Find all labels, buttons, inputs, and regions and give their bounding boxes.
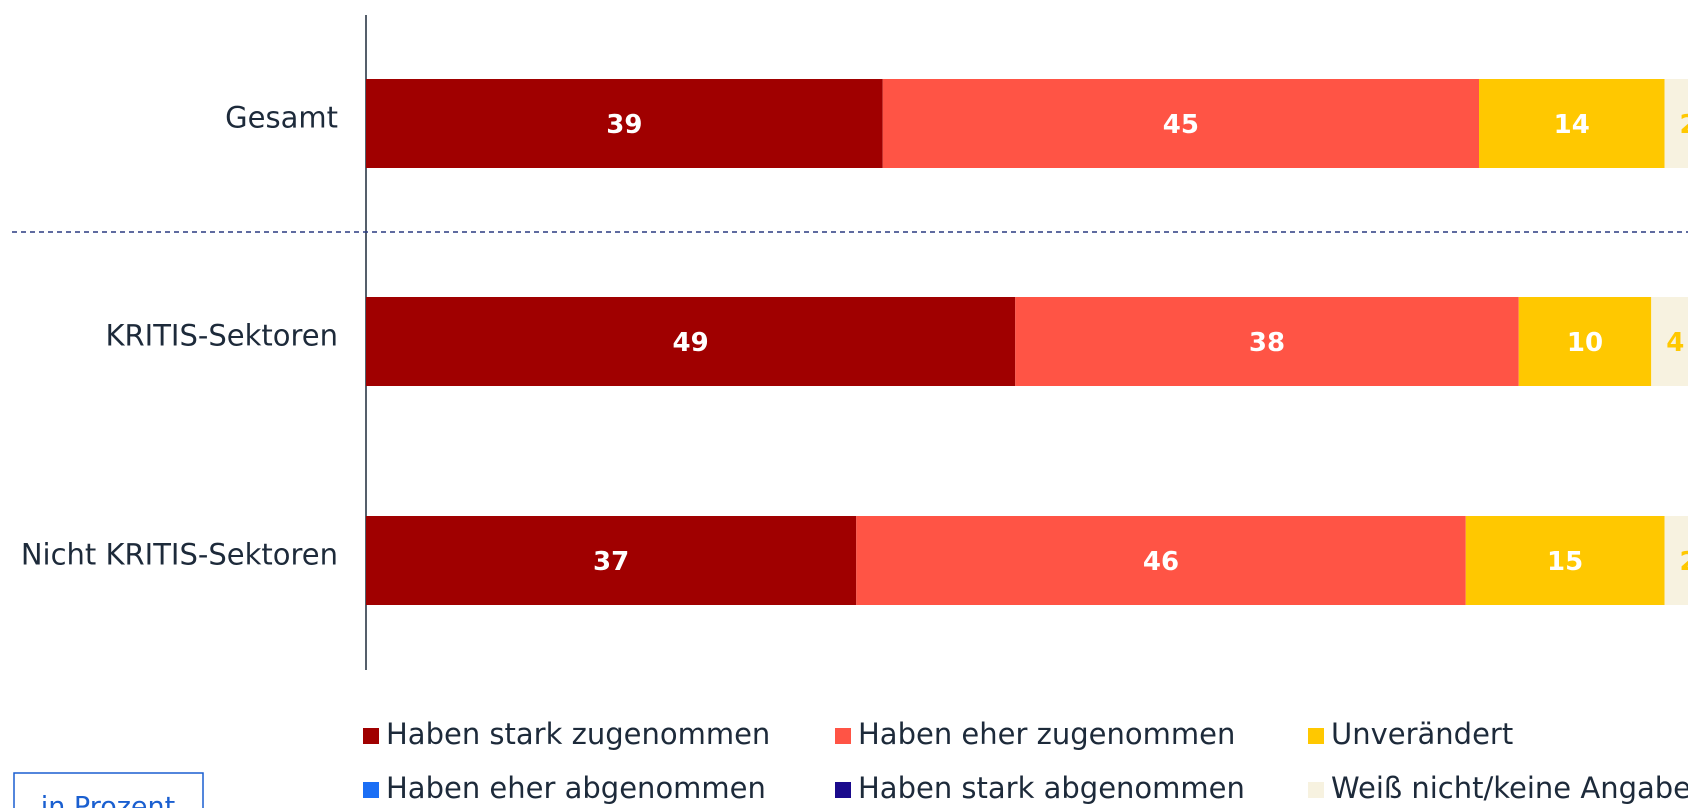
- bar-segment: [882, 79, 1479, 168]
- data-label: 14: [1554, 110, 1590, 140]
- legend-swatch: [835, 782, 851, 798]
- bar-segment: [366, 516, 857, 605]
- data-label: 10: [1567, 328, 1603, 358]
- bar-segment: [1664, 79, 1688, 168]
- bar-segment: [1651, 297, 1688, 386]
- data-label: 38: [1249, 328, 1285, 358]
- legend-label: Haben eher zugenommen: [858, 717, 1235, 751]
- data-label: 4: [1666, 328, 1684, 358]
- data-label: 49: [673, 328, 709, 358]
- bar-segment: [366, 297, 1016, 386]
- bar-segment: [1664, 516, 1688, 605]
- data-label: 37: [593, 547, 629, 577]
- data-label: 2: [1680, 547, 1688, 577]
- bar-segment: [1465, 516, 1665, 605]
- bar-segment: [1479, 79, 1665, 168]
- category-label: KRITIS-Sektoren: [105, 319, 338, 353]
- legend-label: Unverändert: [1331, 717, 1513, 751]
- legend-swatch: [835, 728, 851, 744]
- legend-label: Haben stark zugenommen: [386, 717, 770, 751]
- category-label: Gesamt: [225, 101, 338, 135]
- note-box: [13, 772, 204, 808]
- legend-label: Weiß nicht/keine Angabe: [1331, 771, 1688, 805]
- legend-swatch: [1308, 728, 1324, 744]
- legend-swatch: [363, 782, 379, 798]
- legend-label: Haben stark abgenommen: [858, 771, 1245, 805]
- legend-swatch: [1308, 782, 1324, 798]
- data-label: 46: [1143, 547, 1179, 577]
- legend-swatch: [363, 728, 379, 744]
- data-label: 45: [1163, 110, 1199, 140]
- data-label: 15: [1547, 547, 1583, 577]
- legend-label: Haben eher abgenommen: [386, 771, 766, 805]
- data-label: 39: [606, 110, 642, 140]
- category-label: Nicht KRITIS-Sektoren: [21, 538, 338, 572]
- bar-segment: [366, 79, 883, 168]
- bar-segment: [1518, 297, 1652, 386]
- bar-segment: [1015, 297, 1519, 386]
- bar-segment: [856, 516, 1466, 605]
- data-label: 2: [1680, 110, 1688, 140]
- note: in Prozent: [41, 792, 176, 808]
